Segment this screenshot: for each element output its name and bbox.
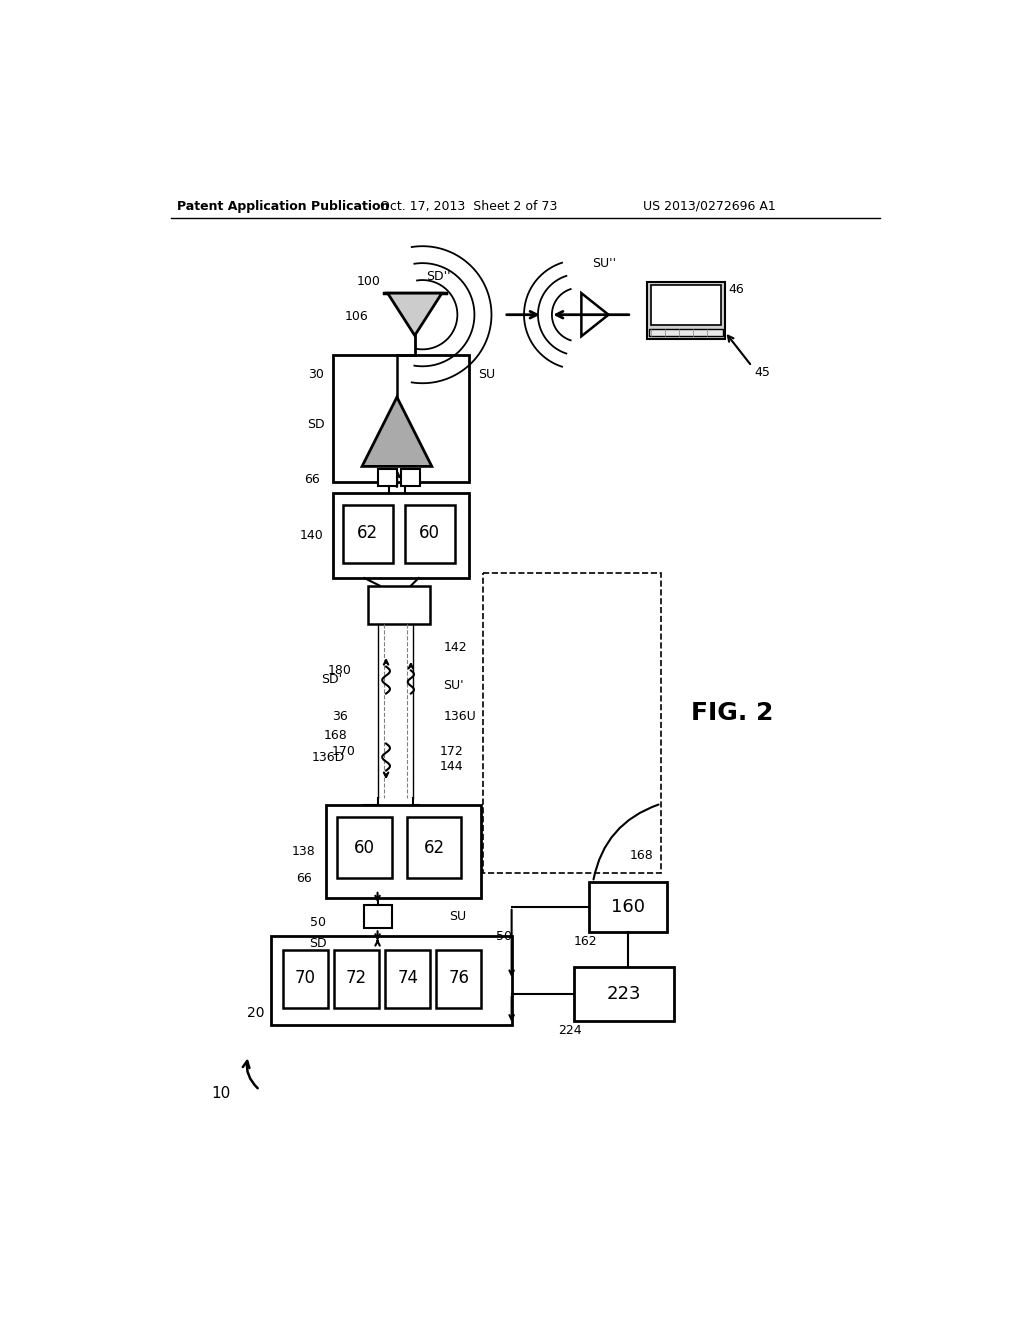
- FancyBboxPatch shape: [334, 355, 469, 482]
- FancyBboxPatch shape: [283, 950, 328, 1007]
- Text: 136U: 136U: [443, 710, 476, 723]
- FancyBboxPatch shape: [649, 330, 723, 335]
- Text: SU'': SU'': [593, 257, 616, 271]
- FancyBboxPatch shape: [334, 950, 379, 1007]
- Text: 45: 45: [755, 366, 770, 379]
- Text: 224: 224: [558, 1023, 582, 1036]
- Text: SU: SU: [449, 911, 466, 924]
- Text: 66: 66: [296, 871, 311, 884]
- Text: FIG. 2: FIG. 2: [691, 701, 774, 725]
- FancyBboxPatch shape: [400, 469, 420, 486]
- Polygon shape: [388, 293, 442, 335]
- Text: 74: 74: [397, 969, 418, 987]
- Text: 66: 66: [304, 473, 319, 486]
- Text: 70: 70: [295, 969, 316, 987]
- Text: Oct. 17, 2013  Sheet 2 of 73: Oct. 17, 2013 Sheet 2 of 73: [380, 199, 558, 213]
- FancyBboxPatch shape: [651, 285, 721, 326]
- Text: 106: 106: [345, 310, 369, 323]
- Text: 60: 60: [419, 524, 440, 543]
- FancyBboxPatch shape: [573, 966, 675, 1020]
- Text: 62: 62: [357, 524, 378, 543]
- FancyBboxPatch shape: [404, 506, 455, 562]
- Text: 180: 180: [328, 664, 351, 677]
- Text: 172: 172: [439, 744, 463, 758]
- Text: 144: 144: [439, 760, 463, 774]
- Text: SD'': SD'': [426, 269, 451, 282]
- Text: 62: 62: [424, 838, 444, 857]
- FancyBboxPatch shape: [326, 805, 480, 898]
- FancyBboxPatch shape: [334, 494, 469, 578]
- Text: 50: 50: [310, 916, 326, 929]
- Text: 168: 168: [630, 849, 653, 862]
- Text: SD': SD': [322, 673, 342, 686]
- Text: 36: 36: [332, 710, 347, 723]
- Text: 162: 162: [573, 935, 597, 948]
- Text: 160: 160: [611, 898, 645, 916]
- Text: SD: SD: [307, 417, 326, 430]
- Text: 60: 60: [354, 838, 375, 857]
- Text: 50: 50: [496, 929, 512, 942]
- Text: 136D: 136D: [311, 751, 344, 764]
- Text: 140: 140: [300, 529, 324, 543]
- Text: 168: 168: [324, 730, 347, 742]
- Polygon shape: [362, 397, 432, 466]
- Text: 20: 20: [247, 1006, 264, 1020]
- FancyBboxPatch shape: [647, 281, 725, 339]
- FancyBboxPatch shape: [589, 882, 667, 932]
- Text: SU': SU': [443, 680, 464, 693]
- Text: 138: 138: [292, 845, 315, 858]
- FancyBboxPatch shape: [385, 950, 430, 1007]
- Text: Patent Application Publication: Patent Application Publication: [177, 199, 389, 213]
- Text: 72: 72: [346, 969, 368, 987]
- Text: 76: 76: [449, 969, 469, 987]
- Text: 223: 223: [607, 985, 641, 1003]
- FancyBboxPatch shape: [369, 586, 430, 624]
- FancyBboxPatch shape: [407, 817, 461, 878]
- Text: 30: 30: [308, 367, 325, 380]
- FancyBboxPatch shape: [337, 817, 391, 878]
- Text: 170: 170: [332, 744, 355, 758]
- Text: 10: 10: [211, 1086, 230, 1101]
- Text: 142: 142: [443, 640, 467, 653]
- Text: SU: SU: [478, 367, 496, 380]
- FancyBboxPatch shape: [343, 506, 393, 562]
- Text: 46: 46: [729, 282, 744, 296]
- Text: SD: SD: [309, 937, 327, 950]
- FancyBboxPatch shape: [271, 936, 512, 1024]
- FancyBboxPatch shape: [436, 950, 481, 1007]
- FancyBboxPatch shape: [378, 469, 397, 486]
- FancyBboxPatch shape: [365, 906, 391, 928]
- Text: US 2013/0272696 A1: US 2013/0272696 A1: [643, 199, 775, 213]
- Text: 100: 100: [356, 275, 380, 288]
